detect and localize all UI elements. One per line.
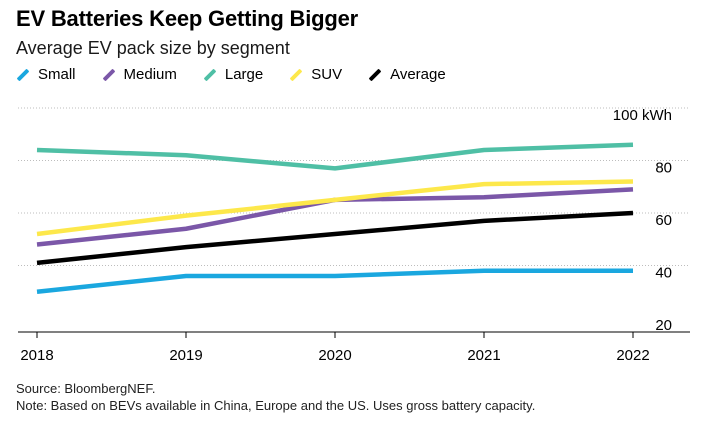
- legend-item-large: Large: [203, 66, 263, 83]
- legend-item-small: Small: [16, 66, 76, 83]
- chart-subtitle: Average EV pack size by segment: [16, 38, 290, 58]
- footnote: Note: Based on BEVs available in China, …: [16, 398, 536, 413]
- series-line-small: [36, 268, 633, 294]
- legend-item-average: Average: [368, 66, 446, 83]
- legend: Small Medium Large SUV Average: [16, 66, 472, 83]
- y-tick-label: 20: [655, 317, 672, 334]
- source-note: Source: BloombergNEF.: [16, 381, 156, 396]
- x-tick-label: 2020: [318, 347, 351, 364]
- x-tick-label: 2019: [169, 347, 202, 364]
- y-tick-label: 100 kWh: [613, 107, 672, 124]
- y-tick-label: 60: [655, 212, 672, 229]
- legend-label: Medium: [123, 66, 177, 83]
- series-line-average: [36, 210, 634, 266]
- x-tick-label: 2018: [20, 347, 53, 364]
- x-tick-label: 2021: [467, 347, 500, 364]
- legend-item-medium: Medium: [102, 66, 177, 83]
- series-line-suv: [36, 179, 634, 237]
- legend-label: Small: [38, 66, 76, 83]
- y-tick-label: 80: [655, 160, 672, 177]
- legend-label: Average: [390, 66, 446, 83]
- series-line-large: [36, 142, 634, 171]
- y-tick-label: 40: [655, 265, 672, 282]
- legend-label: SUV: [311, 66, 343, 83]
- legend-item-suv: SUV: [289, 66, 342, 83]
- chart-title: EV Batteries Keep Getting Bigger: [16, 6, 359, 31]
- x-tick-label: 2022: [616, 347, 649, 364]
- legend-label: Large: [224, 66, 264, 83]
